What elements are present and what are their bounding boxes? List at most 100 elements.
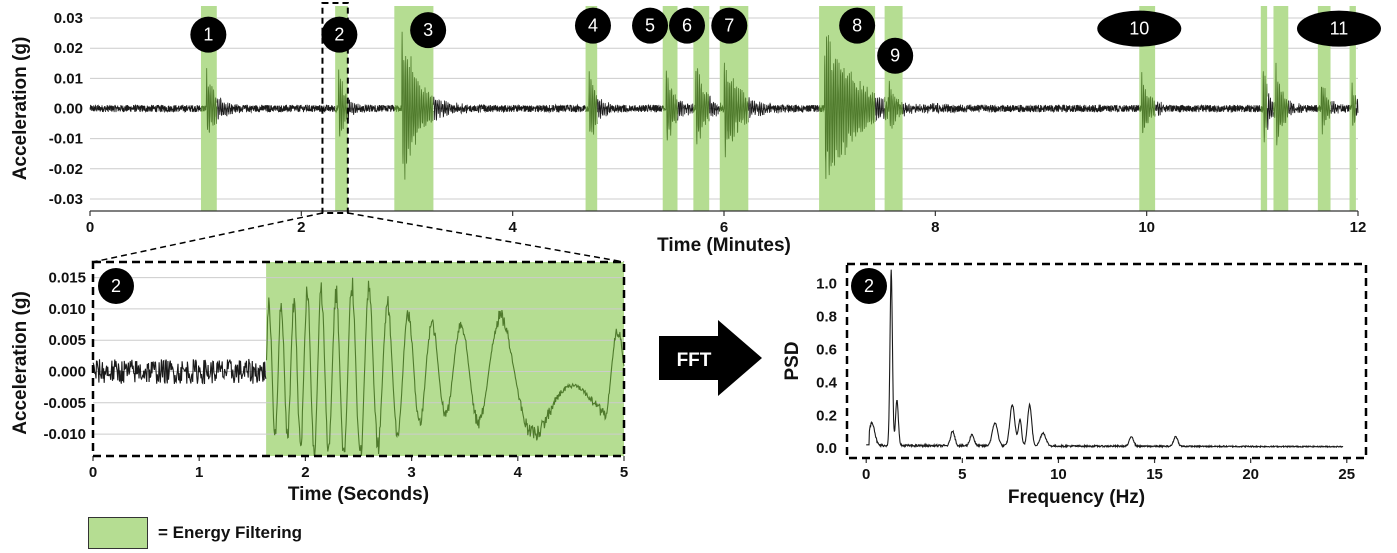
event-badge: 3 bbox=[410, 12, 447, 49]
y-tick-label: -0.03 bbox=[49, 191, 83, 208]
y-tick-label: 0.01 bbox=[54, 70, 83, 87]
y-tick-label: 0.010 bbox=[48, 301, 86, 318]
event-badge: 10 bbox=[1097, 10, 1182, 47]
panel-badge: 2 bbox=[851, 268, 887, 304]
panel-badge-shape bbox=[98, 268, 134, 304]
panel-badge-shape bbox=[851, 268, 887, 304]
event-badge-shape bbox=[574, 7, 611, 44]
y-tick-label: 0.4 bbox=[816, 374, 838, 391]
y-axis-title: Acceleration (g) bbox=[10, 291, 31, 435]
y-tick-label: 1.0 bbox=[816, 276, 837, 293]
x-tick-label: 20 bbox=[1242, 466, 1259, 483]
x-axis-title: Time (Minutes) bbox=[657, 235, 791, 256]
event-badge-shape bbox=[1097, 10, 1182, 47]
psd-panel-frame bbox=[845, 262, 1368, 460]
y-tick-label: 0.000 bbox=[48, 364, 86, 381]
x-tick-label: 10 bbox=[1050, 466, 1067, 483]
fft-arrow-label: FFT bbox=[677, 350, 712, 371]
fft-arrow: FFT bbox=[659, 320, 762, 396]
event-badge-shape bbox=[190, 16, 227, 53]
event-badge-label: 1 bbox=[203, 25, 213, 45]
x-tick-label: 2 bbox=[297, 219, 305, 236]
x-tick-label: 15 bbox=[1146, 466, 1163, 483]
x-tick-label: 8 bbox=[931, 219, 939, 236]
event-badge-label: 2 bbox=[334, 25, 344, 45]
event-badge: 9 bbox=[877, 37, 914, 74]
fft-arrow-shape bbox=[659, 320, 762, 396]
x-axis-title: Time (Seconds) bbox=[288, 484, 429, 505]
legend-swatch bbox=[88, 517, 148, 549]
event-badge: 2 bbox=[321, 16, 358, 53]
zoom-panel-frame bbox=[91, 260, 626, 458]
signal-trace-filtered bbox=[265, 277, 625, 457]
x-tick-label: 6 bbox=[720, 219, 728, 236]
event-badge: 7 bbox=[711, 7, 748, 44]
x-tick-label: 4 bbox=[514, 464, 523, 481]
y-tick-label: -0.010 bbox=[43, 426, 86, 443]
x-tick-label: 3 bbox=[407, 464, 415, 481]
panel-badge-label: 2 bbox=[111, 276, 121, 296]
y-tick-label: 0.8 bbox=[816, 309, 837, 326]
y-tick-label: 0.03 bbox=[54, 10, 83, 27]
event-badge: 11 bbox=[1296, 10, 1381, 47]
chart-event-2-psd: 0.0 0.2 0.4 0.6 0.8 1.0 0 5 10 15 20 25 Frequency (H… bbox=[782, 262, 1368, 508]
event-badge-shape bbox=[1296, 10, 1381, 47]
x-tick-label: 0 bbox=[862, 466, 870, 483]
event-badge-label: 4 bbox=[588, 16, 598, 36]
y-tick-label: -0.005 bbox=[43, 395, 86, 412]
y-tick-label: 0.02 bbox=[54, 40, 83, 57]
event-badge-shape bbox=[410, 12, 447, 49]
chart-full-recording: -0.03-0.02-0.010.000.010.020.030 2 4 6 8 10 12… bbox=[10, 2, 1381, 256]
chart-event-2-zoom: -0.010 -0.005 0.000 0.005 0.010 0.015 0 1 2 3 4 5 Ti… bbox=[10, 212, 628, 505]
y-tick-label: 0.0 bbox=[816, 440, 837, 457]
event-badge-shape bbox=[669, 7, 706, 44]
y-tick-label: 0.6 bbox=[816, 341, 837, 358]
x-tick-label: 1 bbox=[195, 464, 203, 481]
signal-trace bbox=[89, 93, 1359, 130]
event-badge: 6 bbox=[669, 7, 706, 44]
zoom-connector bbox=[92, 212, 323, 263]
event-badge-label: 11 bbox=[1330, 19, 1349, 39]
event-badge-label: 5 bbox=[645, 16, 655, 36]
event-badge-label: 7 bbox=[724, 16, 734, 36]
zoom-connector bbox=[347, 212, 625, 263]
legend-label: = Energy Filtering bbox=[158, 523, 303, 542]
x-tick-label: 12 bbox=[1350, 219, 1367, 236]
x-tick-label: 5 bbox=[958, 466, 966, 483]
x-tick-label: 0 bbox=[86, 219, 94, 236]
x-tick-label: 0 bbox=[89, 464, 97, 481]
x-tick-label: 25 bbox=[1338, 466, 1355, 483]
event-badge-shape bbox=[877, 37, 914, 74]
signal-trace-filtered bbox=[200, 31, 1357, 180]
event-badge-label: 10 bbox=[1129, 19, 1149, 39]
y-tick-label: 0.015 bbox=[48, 270, 86, 287]
signal-trace bbox=[92, 358, 267, 385]
x-tick-label: 2 bbox=[301, 464, 309, 481]
x-tick-label: 4 bbox=[508, 219, 517, 236]
event-badge: 5 bbox=[632, 7, 669, 44]
event-badge-shape bbox=[839, 7, 876, 44]
event-badge-shape bbox=[632, 7, 669, 44]
event-badge-shape bbox=[711, 7, 748, 44]
y-tick-label: 0.2 bbox=[816, 407, 837, 424]
event-badge-label: 6 bbox=[682, 16, 692, 36]
y-tick-label: -0.01 bbox=[49, 131, 83, 148]
y-axis-title: Acceleration (g) bbox=[10, 37, 31, 181]
x-tick-label: 5 bbox=[620, 464, 628, 481]
panel-badge-label: 2 bbox=[864, 276, 874, 296]
y-tick-label: 0.00 bbox=[54, 101, 83, 118]
event-badge: 8 bbox=[839, 7, 876, 44]
psd-trace bbox=[866, 269, 1344, 449]
zoom-window-box bbox=[321, 2, 349, 214]
event-badge: 4 bbox=[574, 7, 611, 44]
event-badge: 1 bbox=[190, 16, 227, 53]
panel-badge: 2 bbox=[98, 268, 134, 304]
energy-band bbox=[266, 262, 624, 456]
legend: = Energy Filtering bbox=[88, 516, 302, 550]
y-axis-title: PSD bbox=[782, 341, 803, 380]
event-badge-label: 3 bbox=[423, 20, 433, 40]
event-badge-label: 9 bbox=[890, 46, 900, 66]
event-badge-label: 8 bbox=[852, 16, 862, 36]
x-tick-label: 10 bbox=[1138, 219, 1155, 236]
